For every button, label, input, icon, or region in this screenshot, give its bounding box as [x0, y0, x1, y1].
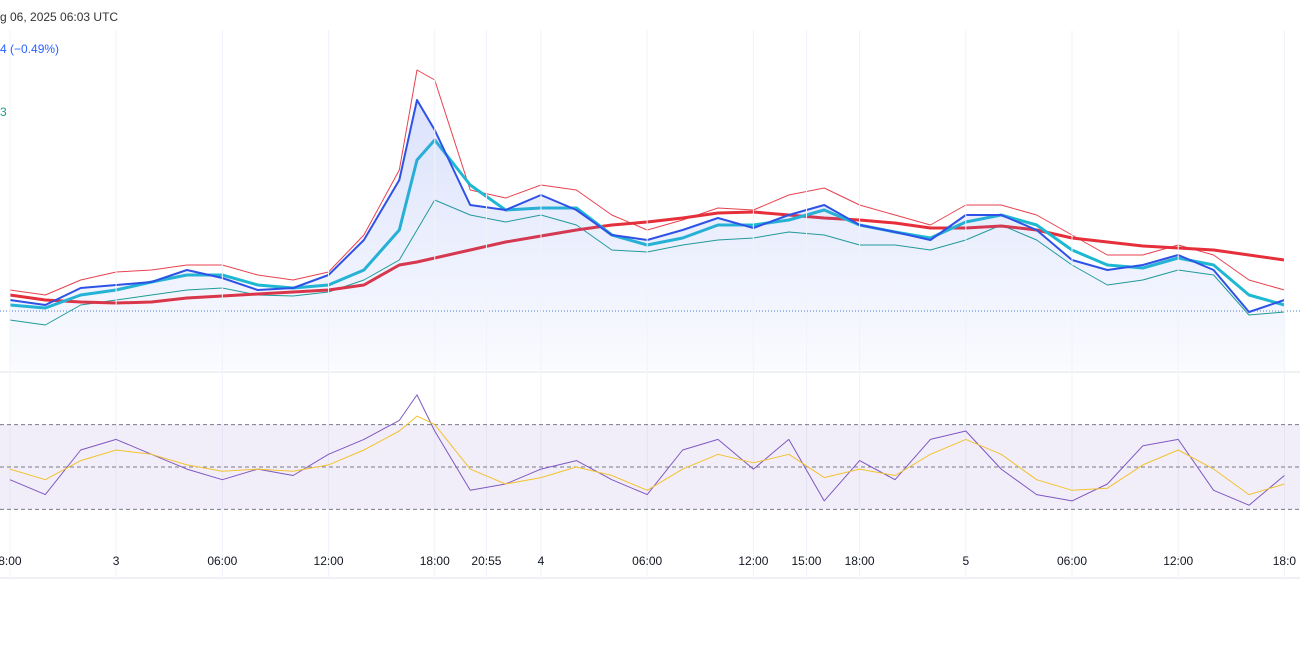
x-tick-label: 3: [113, 554, 120, 568]
x-tick-label: 8:00: [0, 554, 22, 568]
x-tick-label: 5: [962, 554, 969, 568]
x-tick-label: 06:00: [632, 554, 662, 568]
x-tick-label: 18:00: [420, 554, 450, 568]
series-line: [9, 394, 1285, 506]
indicator-text: 3: [0, 105, 7, 119]
x-tick-label: 15:00: [791, 554, 821, 568]
x-tick-label: 12:00: [1163, 554, 1193, 568]
x-tick-label: 12:00: [738, 554, 768, 568]
change-text: 4 (−0.49%): [0, 42, 59, 56]
date-text: g 06, 2025 06:03 UTC: [0, 10, 118, 24]
x-tick-label: 18:0: [1273, 554, 1297, 568]
band-fill: [0, 424, 1300, 510]
x-tick-label: 06:00: [207, 554, 237, 568]
series-line: [9, 415, 1285, 496]
x-tick-label: 06:00: [1057, 554, 1087, 568]
x-tick-label: 12:00: [314, 554, 344, 568]
x-tick-label: 18:00: [845, 554, 875, 568]
series-line: [9, 99, 1285, 313]
x-tick-label: 4: [538, 554, 545, 568]
x-tick-label: 20:55: [471, 554, 501, 568]
